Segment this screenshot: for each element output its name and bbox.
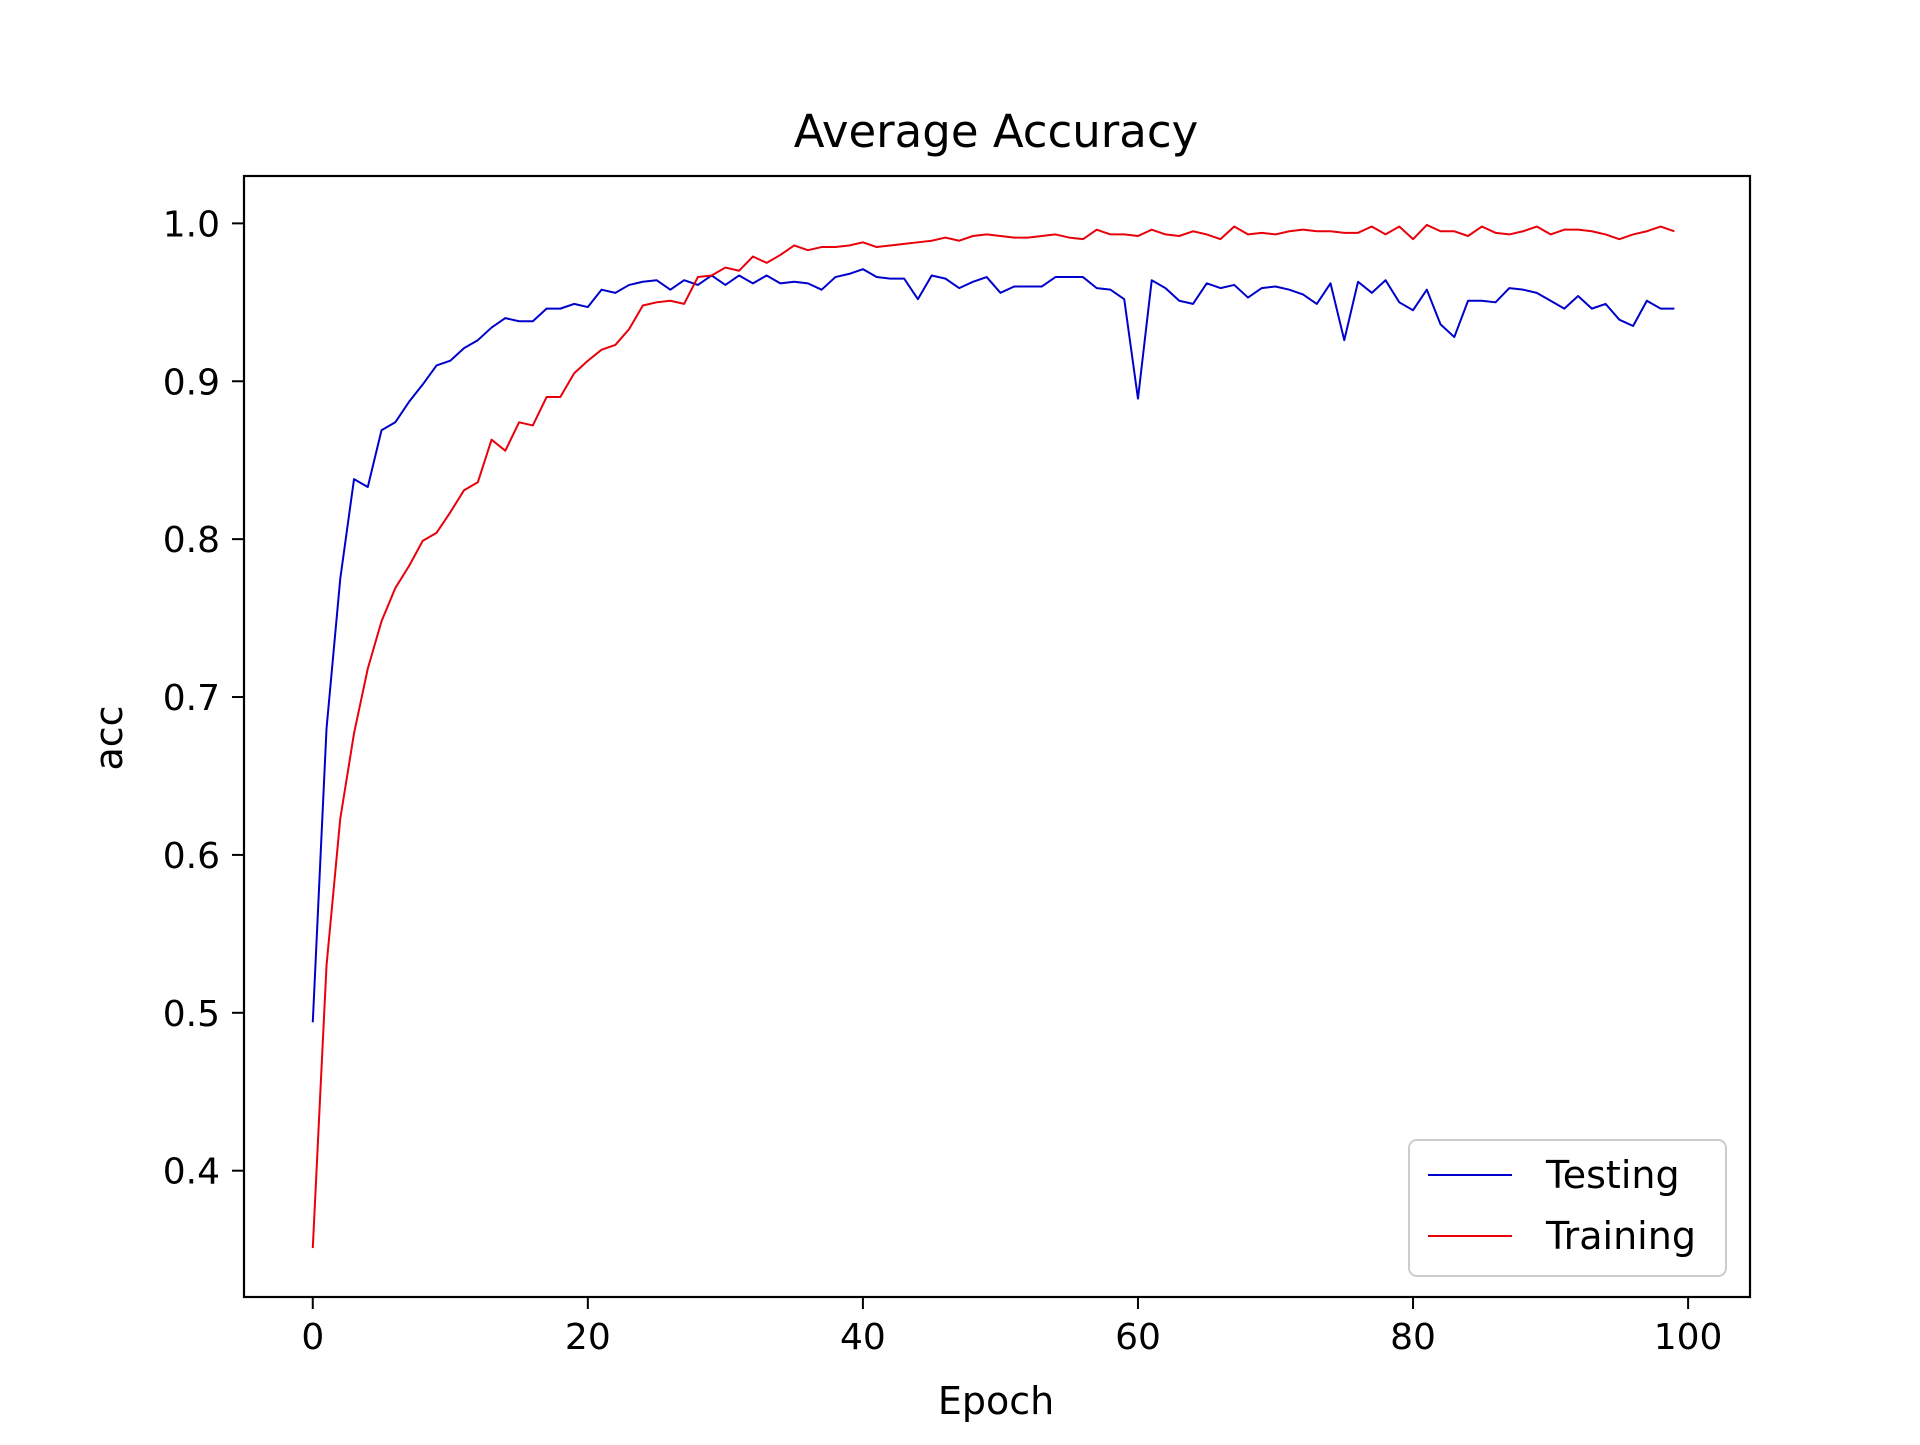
series-lines (311, 223, 1675, 1249)
x-tick-label: 0 (301, 1317, 324, 1358)
series-line-training (311, 223, 1675, 1249)
legend-label-training: Training (1545, 1214, 1696, 1258)
x-tick-label: 80 (1390, 1317, 1436, 1358)
y-tick-label: 1.0 (163, 204, 220, 245)
x-tick-label: 20 (565, 1317, 611, 1358)
legend-label-testing: Testing (1545, 1153, 1680, 1197)
y-tick-label: 0.4 (163, 1152, 220, 1193)
x-axis-ticks: 0 20 40 60 80 100 (301, 1297, 1722, 1358)
y-tick-label: 0.6 (163, 836, 220, 877)
x-tick-label: 100 (1654, 1317, 1723, 1358)
chart-title: Average Accuracy (794, 105, 1199, 158)
y-axis-ticks: 0.4 0.5 0.6 0.7 0.8 0.9 1.0 (163, 204, 244, 1193)
plot-frame (242, 174, 1752, 1299)
y-axis-label: acc (87, 705, 131, 770)
y-tick-label: 0.5 (163, 994, 220, 1035)
y-tick-label: 0.7 (163, 678, 220, 719)
legend: Testing Training (1408, 1139, 1727, 1277)
series-line-testing (311, 268, 1675, 1023)
y-tick-label: 0.9 (163, 362, 220, 403)
x-axis-label: Epoch (938, 1379, 1054, 1423)
y-tick-label: 0.8 (163, 520, 220, 561)
x-tick-label: 60 (1115, 1317, 1161, 1358)
x-tick-label: 40 (840, 1317, 886, 1358)
